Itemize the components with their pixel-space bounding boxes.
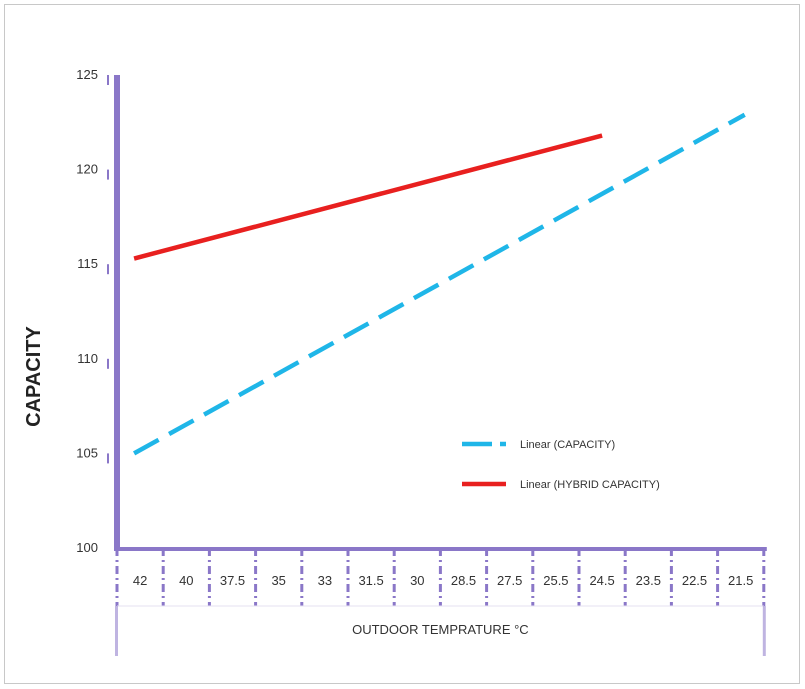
y-tick-label: 100 xyxy=(76,540,98,555)
chart-frame xyxy=(4,4,800,684)
y-tick-label: 115 xyxy=(77,256,98,271)
x-tick-label: 35 xyxy=(271,573,285,588)
x-tick-label: 31.5 xyxy=(358,573,383,588)
x-tick-label: 27.5 xyxy=(497,573,522,588)
y-axis-title: CAPACITY xyxy=(23,325,45,426)
x-axis-title: OUTDOOR TEMPRATURE °C xyxy=(352,622,529,637)
x-tick-label: 28.5 xyxy=(451,573,476,588)
y-tick-label: 120 xyxy=(76,162,98,177)
y-tick-label: 105 xyxy=(76,445,98,460)
legend-label-1: Linear (HYBRID CAPACITY) xyxy=(520,479,660,491)
series-line-0 xyxy=(133,112,746,456)
series-line-1 xyxy=(133,133,603,261)
x-tick-label: 25.5 xyxy=(543,573,568,588)
x-tick-label: 40 xyxy=(179,573,193,588)
y-axis-line xyxy=(114,75,120,548)
x-tick-label: 30 xyxy=(410,573,424,588)
x-tick-label: 22.5 xyxy=(682,573,707,588)
x-tick-label: 24.5 xyxy=(589,573,614,588)
x-tick-label: 33 xyxy=(318,573,332,588)
x-tick-label: 37.5 xyxy=(220,573,245,588)
x-tick-label: 42 xyxy=(133,573,147,588)
x-title-left-bracket xyxy=(115,606,118,656)
y-tick-label: 125 xyxy=(76,67,98,82)
legend-label-0: Linear (CAPACITY) xyxy=(520,439,615,451)
x-tick-label: 21.5 xyxy=(728,573,753,588)
y-tick-label: 110 xyxy=(77,351,98,366)
x-title-right-bracket xyxy=(762,606,766,656)
x-tick-label: 23.5 xyxy=(636,573,661,588)
